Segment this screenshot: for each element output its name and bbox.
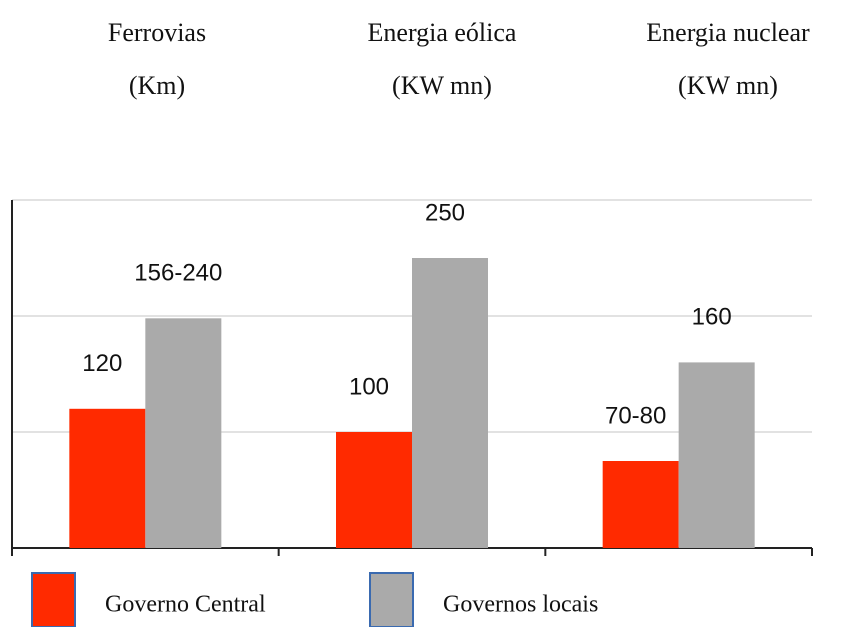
legend-swatch [369,572,414,627]
legend-label: Governo Central [105,592,266,618]
category-label: Energia eólica [368,18,517,47]
legend-swatch [31,572,76,627]
bar [602,461,679,548]
bar [145,318,222,548]
value-label: 156-240 [134,260,222,287]
legend-label: Governos locais [443,592,598,618]
value-label: 70-80 [605,402,666,429]
value-label: 160 [692,304,732,331]
category-unit: (Km) [129,71,185,100]
category-unit: (KW mn) [678,71,778,100]
bar [412,258,488,548]
category-label: Ferrovias [108,18,206,47]
bar [678,362,755,548]
category-label: Energia nuclear [646,18,810,47]
bar [336,432,412,548]
bar [69,408,146,548]
category-unit: (KW mn) [392,71,492,100]
value-label: 100 [349,373,389,400]
value-label: 120 [82,350,122,377]
value-label: 250 [425,199,465,226]
